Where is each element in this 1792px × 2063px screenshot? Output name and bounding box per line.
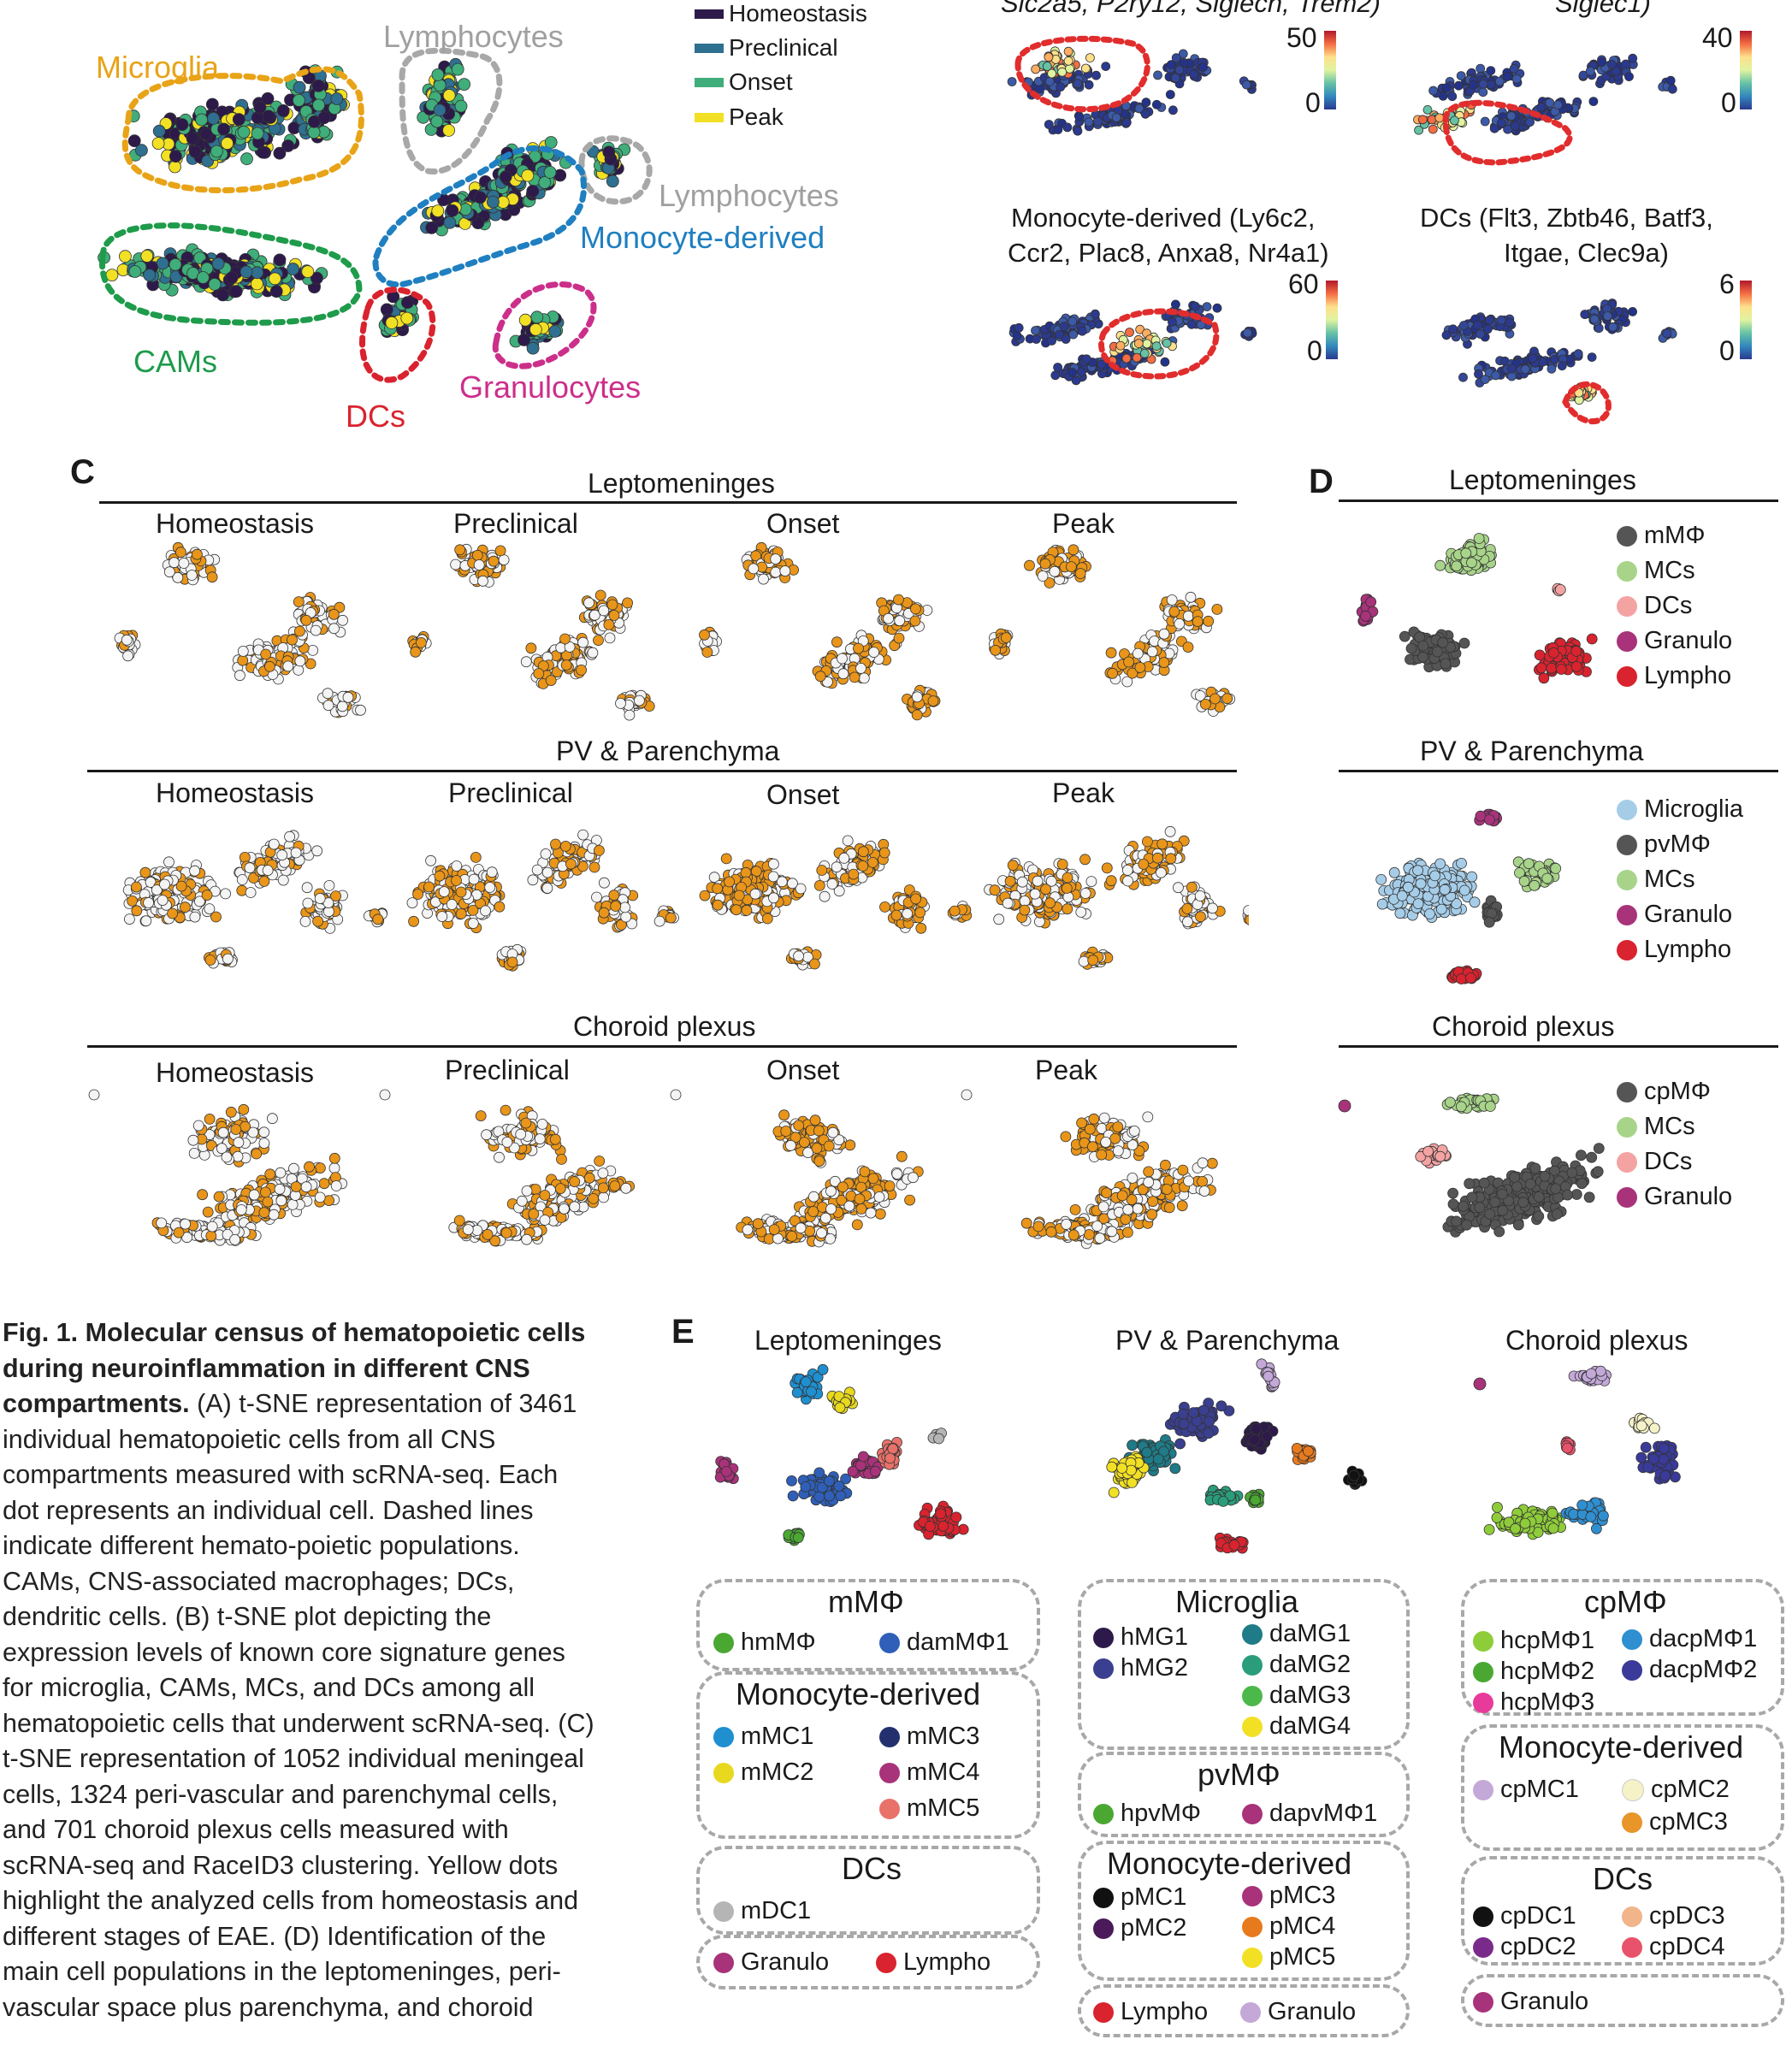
cell-dot (199, 127, 213, 141)
cell-dot (302, 71, 316, 85)
cell-dot (261, 92, 275, 105)
cell-dot (240, 152, 253, 166)
cell-dot (175, 118, 189, 132)
cell-dot (431, 204, 445, 218)
cell-dot (442, 123, 455, 137)
cell-dot (127, 134, 141, 148)
outline-microglia (121, 66, 364, 193)
cell-dot (454, 99, 468, 113)
cell-dot (543, 165, 557, 179)
cell-dot (207, 111, 220, 125)
cell-dot (312, 98, 326, 112)
cell-dot (311, 80, 325, 92)
cell-dot (458, 78, 470, 91)
cell-dot (232, 113, 245, 127)
cell-dot (526, 185, 540, 198)
cell-dot (276, 103, 290, 117)
cell-dot (251, 127, 264, 140)
cell-dot (188, 145, 202, 158)
cell-dot (253, 101, 267, 114)
cell-dot (186, 132, 199, 145)
outline-lymphocytes-top (399, 47, 503, 175)
cell-dot (474, 191, 487, 204)
cell-dot (281, 139, 295, 152)
cell-dot (538, 175, 552, 189)
cell-dot (433, 103, 447, 117)
cell-dot (606, 174, 619, 188)
cell-dot (602, 145, 616, 159)
outline-lymphocytes-right (578, 135, 653, 205)
cell-dot (499, 170, 512, 184)
cell-dot (221, 137, 234, 151)
cell-dot (425, 221, 439, 234)
cell-dot (431, 68, 445, 81)
cell-dot (237, 125, 251, 139)
cell-dot (446, 204, 459, 217)
cell-dot (417, 110, 430, 124)
cell-dot (293, 80, 306, 94)
cell-dot (317, 111, 331, 125)
panel-a-tsne-plot (98, 47, 653, 383)
cell-dot (210, 145, 223, 158)
cell-dot (487, 195, 500, 209)
cell-dot (330, 92, 344, 105)
cell-dot (217, 122, 231, 136)
panel-a: Microglia Lymphocytes Lymphocytes Monocy… (0, 0, 881, 453)
cell-dot (169, 150, 182, 163)
cell-dot (273, 146, 287, 160)
cell-dot (262, 109, 275, 123)
cell-dot (442, 89, 456, 102)
cell-dot (134, 144, 148, 157)
cell-dot (443, 216, 457, 229)
cell-dot (521, 168, 535, 182)
cell-dot (151, 137, 165, 151)
cell-dot (205, 98, 219, 111)
outline-monocyte-derived (372, 145, 587, 288)
cell-dot (292, 94, 305, 107)
cell-dot (451, 62, 464, 76)
